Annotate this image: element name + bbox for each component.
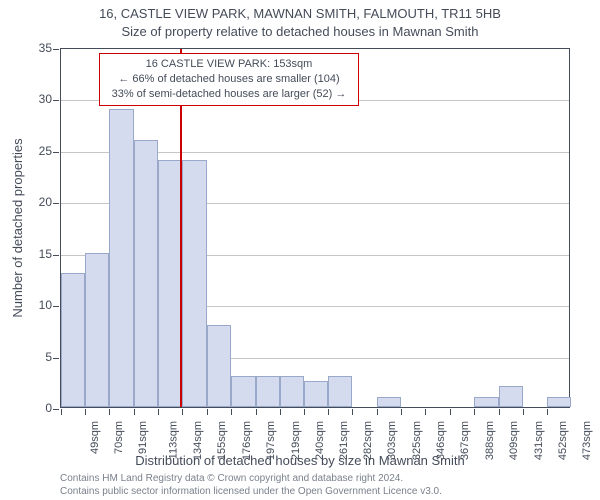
x-tick-label: 452sqm	[557, 421, 569, 460]
x-tick	[207, 409, 208, 415]
footer-line1: Contains HM Land Registry data © Crown c…	[60, 472, 570, 485]
histogram-bar	[328, 376, 352, 407]
histogram-bar	[231, 376, 256, 407]
x-tick	[158, 409, 159, 415]
histogram-bar	[182, 160, 206, 407]
annotation-line2: ← 66% of detached houses are smaller (10…	[106, 72, 352, 87]
histogram-bar	[304, 381, 328, 407]
y-tick-label: 30	[12, 92, 52, 106]
x-tick	[304, 409, 305, 415]
x-tick	[85, 409, 86, 415]
x-tick-label: 346sqm	[436, 421, 448, 460]
y-tick-label: 0	[12, 401, 52, 415]
x-tick-label: 473sqm	[581, 421, 593, 460]
x-tick-label: 431sqm	[533, 421, 545, 460]
histogram-bar	[61, 273, 85, 407]
x-tick-label: 155sqm	[217, 421, 229, 460]
x-tick-label: 303sqm	[386, 421, 398, 460]
footer-attribution: Contains HM Land Registry data © Crown c…	[60, 472, 570, 498]
x-tick-label: 367sqm	[460, 421, 472, 460]
x-tick	[231, 409, 232, 415]
y-tick	[53, 255, 59, 256]
histogram-bar	[207, 325, 231, 407]
y-tick-label: 5	[12, 350, 52, 364]
x-tick-label: 282sqm	[362, 421, 374, 460]
x-tick	[523, 409, 524, 415]
x-tick	[547, 409, 548, 415]
y-tick-label: 35	[12, 41, 52, 55]
y-tick-label: 10	[12, 298, 52, 312]
x-tick-label: 388sqm	[484, 421, 496, 460]
x-tick	[352, 409, 353, 415]
x-tick	[377, 409, 378, 415]
plot-area: 16 CASTLE VIEW PARK: 153sqm ← 66% of det…	[60, 48, 570, 408]
histogram-bar	[280, 376, 304, 407]
x-tick-label: 325sqm	[411, 421, 423, 460]
x-tick	[109, 409, 110, 415]
histogram-bar	[85, 253, 109, 407]
x-tick-label: 261sqm	[338, 421, 350, 460]
x-tick	[450, 409, 451, 415]
histogram-bar	[134, 140, 158, 407]
x-tick	[474, 409, 475, 415]
x-tick-label: 409sqm	[508, 421, 520, 460]
histogram-bar	[499, 386, 523, 407]
histogram-bar	[377, 397, 401, 407]
y-axis-label: Number of detached properties	[10, 138, 25, 317]
annotation-line3: 33% of semi-detached houses are larger (…	[106, 87, 352, 102]
x-tick-label: 113sqm	[168, 421, 180, 459]
x-tick-label: 219sqm	[290, 421, 302, 460]
x-tick	[499, 409, 500, 415]
histogram-bar	[158, 160, 182, 407]
x-tick-label: 91sqm	[137, 421, 149, 454]
x-tick-label: 240sqm	[314, 421, 326, 460]
x-tick	[401, 409, 402, 415]
y-tick-label: 15	[12, 247, 52, 261]
y-tick	[53, 152, 59, 153]
x-tick-label: 197sqm	[265, 421, 277, 460]
x-tick	[425, 409, 426, 415]
footer-line2: Contains public sector information licen…	[60, 485, 570, 498]
x-tick-label: 70sqm	[113, 421, 125, 454]
x-tick	[134, 409, 135, 415]
x-tick	[61, 409, 62, 415]
x-tick	[182, 409, 183, 415]
y-tick	[53, 409, 59, 410]
x-tick	[328, 409, 329, 415]
y-tick	[53, 203, 59, 204]
chart-container: 16, CASTLE VIEW PARK, MAWNAN SMITH, FALM…	[0, 0, 600, 500]
histogram-bar	[256, 376, 280, 407]
histogram-bar	[109, 109, 134, 407]
histogram-bar	[474, 397, 499, 407]
x-tick-label: 49sqm	[89, 421, 101, 454]
x-tick	[280, 409, 281, 415]
y-tick	[53, 306, 59, 307]
x-tick-label: 176sqm	[241, 421, 253, 460]
y-tick	[53, 49, 59, 50]
x-tick-label: 134sqm	[193, 421, 205, 460]
chart-title-line2: Size of property relative to detached ho…	[0, 24, 600, 39]
histogram-bar	[547, 397, 571, 407]
y-tick	[53, 358, 59, 359]
x-tick	[256, 409, 257, 415]
y-tick-label: 20	[12, 195, 52, 209]
annotation-line1: 16 CASTLE VIEW PARK: 153sqm	[106, 57, 352, 72]
y-tick	[53, 100, 59, 101]
chart-title-line1: 16, CASTLE VIEW PARK, MAWNAN SMITH, FALM…	[0, 6, 600, 21]
annotation-callout: 16 CASTLE VIEW PARK: 153sqm ← 66% of det…	[99, 53, 359, 106]
y-tick-label: 25	[12, 144, 52, 158]
